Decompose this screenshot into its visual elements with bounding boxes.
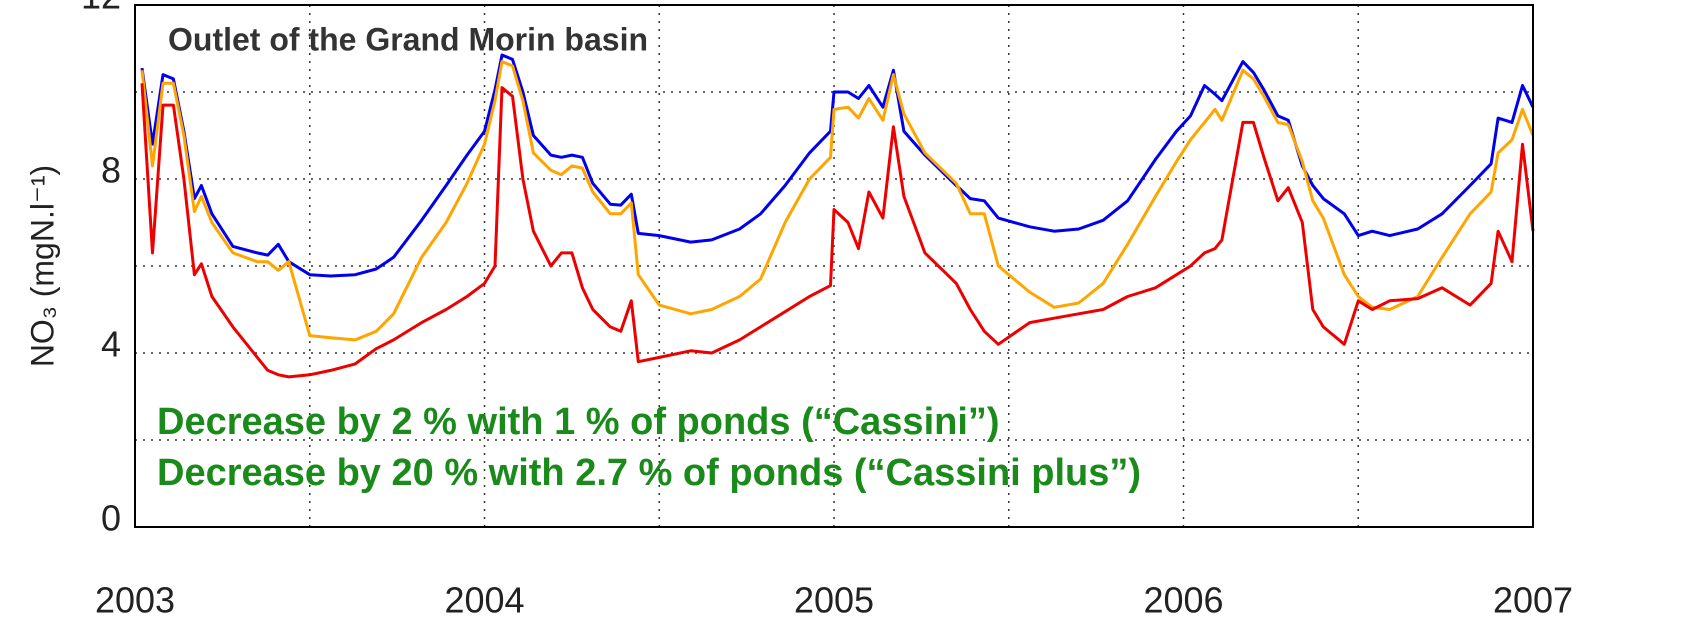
series-line [140, 60, 1535, 342]
series-line [140, 83, 1535, 379]
y-tick-label: 4 [101, 324, 121, 365]
x-tick-label: 2005 [794, 580, 874, 621]
y-tick-label: 0 [101, 498, 121, 539]
annotation: Decrease by 2 % with 1 % of ponds (“Cass… [157, 401, 1000, 443]
y-tick-label: 12 [81, 0, 121, 17]
x-tick-label: 2004 [444, 580, 524, 621]
chart-title: Outlet of the Grand Morin basin [168, 21, 648, 57]
y-axis-label: NO₃ (mgN.l⁻¹) [24, 165, 60, 367]
x-tick-label: 2006 [1143, 580, 1223, 621]
plot-frame [134, 4, 1534, 528]
x-tick-label: 2003 [95, 580, 175, 621]
annotation: Decrease by 20 % with 2.7 % of ponds (“C… [157, 452, 1141, 494]
x-tick-label: 2007 [1493, 580, 1573, 621]
y-tick-label: 8 [101, 150, 121, 191]
